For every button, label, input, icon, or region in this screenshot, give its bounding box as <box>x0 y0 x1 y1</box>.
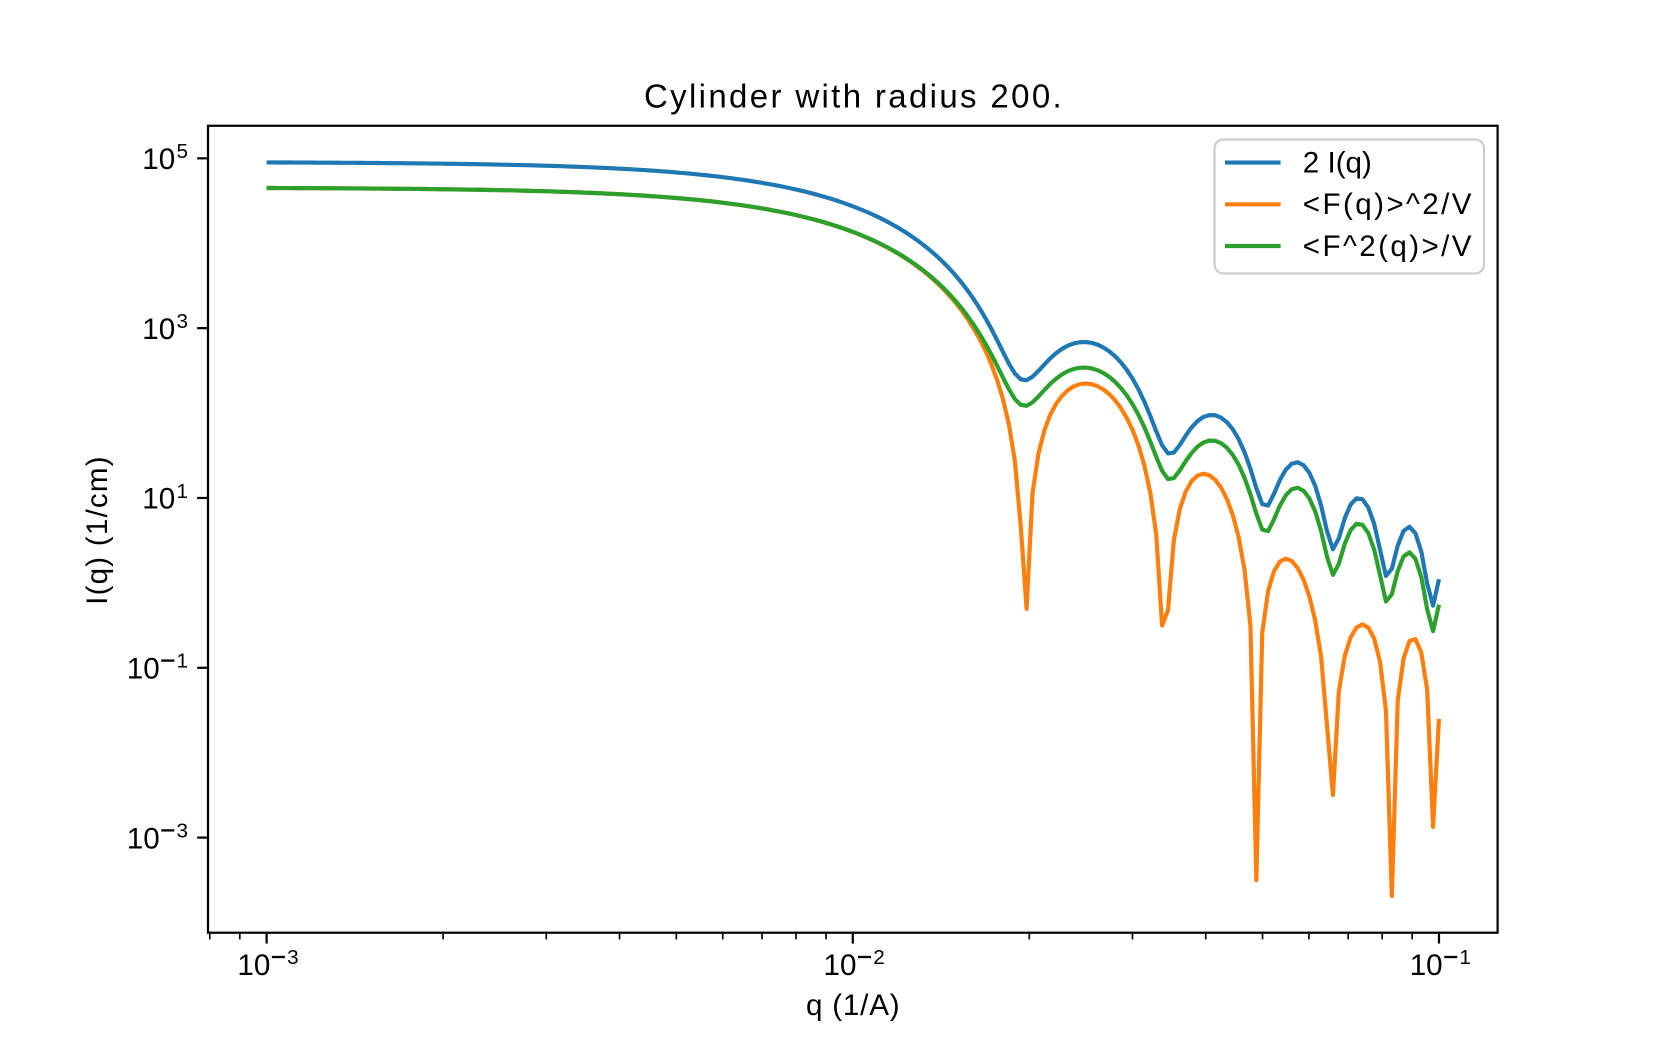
svg-text:10: 10 <box>142 143 175 176</box>
svg-text:5: 5 <box>176 140 188 163</box>
svg-text:1: 1 <box>1459 946 1471 969</box>
svg-text:2: 2 <box>873 946 885 969</box>
svg-text:2 I(q): 2 I(q) <box>1303 147 1372 180</box>
svg-text:10: 10 <box>824 949 857 982</box>
svg-text:<F^2(q)>/V: <F^2(q)>/V <box>1303 230 1474 263</box>
svg-text:Cylinder with radius 200.: Cylinder with radius 200. <box>644 78 1064 115</box>
svg-text:10: 10 <box>237 949 270 982</box>
svg-text:3: 3 <box>287 946 299 969</box>
svg-text:1: 1 <box>176 650 188 673</box>
svg-text:3: 3 <box>176 310 188 333</box>
svg-text:10: 10 <box>142 483 175 516</box>
svg-text:10: 10 <box>127 653 160 686</box>
svg-text:10: 10 <box>127 822 160 855</box>
svg-text:10: 10 <box>1410 949 1443 982</box>
svg-text:<F(q)>^2/V: <F(q)>^2/V <box>1303 188 1474 221</box>
svg-text:3: 3 <box>176 819 188 842</box>
svg-text:q (1/A): q (1/A) <box>806 989 900 1022</box>
svg-text:1: 1 <box>176 480 188 503</box>
svg-text:10: 10 <box>142 313 175 346</box>
svg-text:I(q) (1/cm): I(q) (1/cm) <box>81 455 114 605</box>
